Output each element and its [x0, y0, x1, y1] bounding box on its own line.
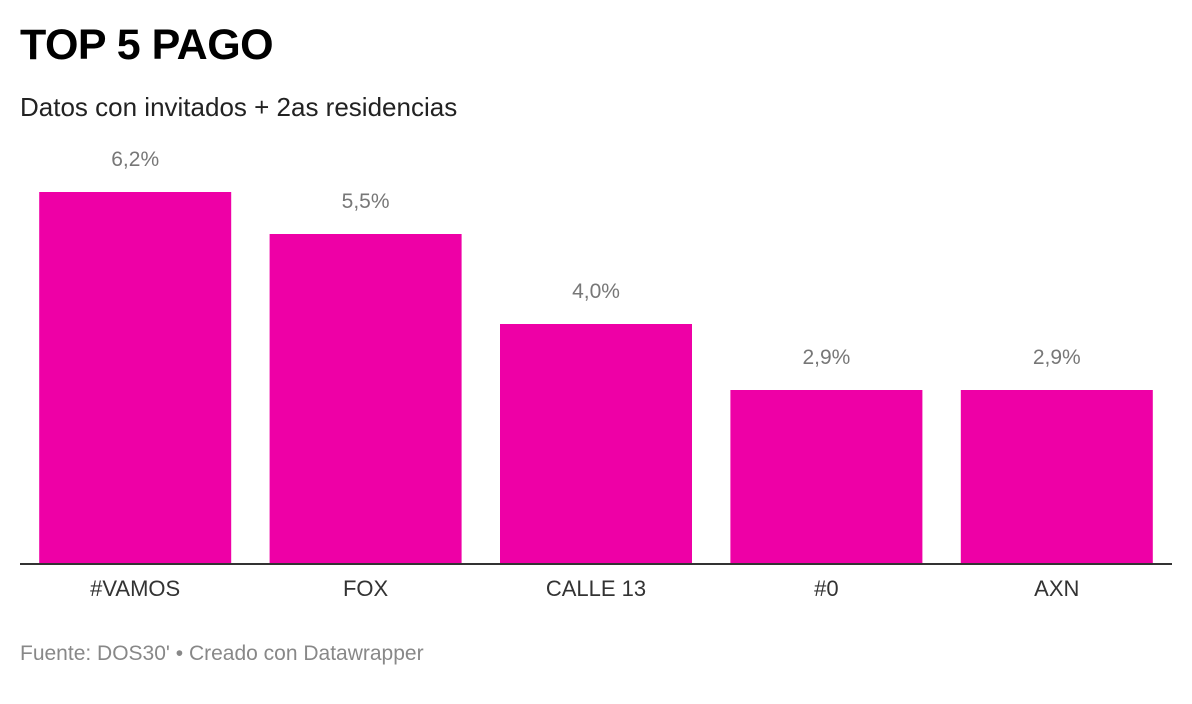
bar-value-label: 4,0%	[572, 280, 620, 303]
x-tick-label: #0	[814, 576, 838, 601]
bar	[960, 390, 1153, 564]
bar	[39, 192, 232, 564]
chart-subtitle: Datos con invitados + 2as residencias	[20, 92, 458, 122]
bar	[500, 324, 692, 564]
bar-value-label: 5,5%	[342, 190, 390, 213]
value-labels-group: 6,2% 5,5% 4,0% 2,9% 2,9%	[111, 148, 1080, 369]
bar	[269, 234, 462, 564]
x-tick-label: AXN	[1034, 576, 1079, 601]
category-labels-group: #VAMOS FOX CALLE 13 #0 AXN	[90, 576, 1079, 601]
bar	[730, 390, 923, 564]
bar-value-label: 2,9%	[802, 346, 850, 369]
bar-value-label: 2,9%	[1033, 346, 1081, 369]
x-tick-label: CALLE 13	[546, 576, 646, 601]
bar-value-label: 6,2%	[111, 148, 159, 171]
x-tick-label: FOX	[343, 576, 389, 601]
bars-group	[39, 192, 1153, 564]
chart-footer-source: Fuente: DOS30' • Creado con Datawrapper	[20, 642, 424, 665]
chart-title: TOP 5 PAGO	[20, 21, 274, 69]
x-tick-label: #VAMOS	[90, 576, 180, 601]
